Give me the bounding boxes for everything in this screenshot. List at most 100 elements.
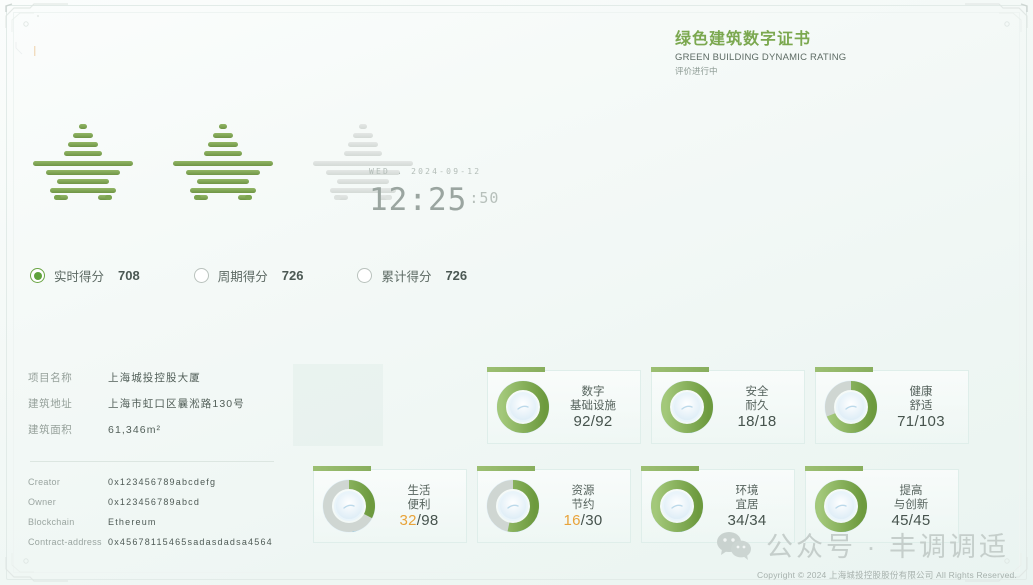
star-leg — [194, 195, 208, 200]
metric-card[interactable]: 生活 便利 32/98 — [313, 466, 467, 543]
project-info-key: 建筑面积 — [28, 424, 73, 436]
progress-donut — [494, 378, 552, 436]
chain-key: Owner — [28, 497, 57, 507]
radio-dot — [33, 271, 42, 280]
metric-score: 71/103 — [880, 413, 962, 430]
metric-score-value: 16 — [563, 512, 581, 529]
star-leg — [50, 188, 72, 193]
progress-donut — [822, 378, 880, 436]
metric-label-line1: 环境 — [735, 485, 759, 497]
card-tab — [641, 466, 699, 471]
metric-score-total: /98 — [416, 512, 439, 529]
radio-dot — [197, 272, 205, 280]
star-bar — [173, 161, 273, 166]
qr-placeholder-panel — [293, 364, 383, 446]
project-info-row: 项目名称 上海城投控股大厦 — [28, 370, 245, 385]
metric-score-value: 34 — [727, 512, 745, 529]
star-rating — [28, 124, 418, 200]
star-bar — [33, 161, 133, 166]
chain-row: Contract-address 0x45678115465sadasdadsa4… — [28, 537, 273, 547]
metric-score-value: 71 — [897, 413, 915, 430]
chain-value: 0x45678115465sadasdadsa4564 — [108, 537, 273, 547]
clock-time-hm: 12:25 — [369, 182, 468, 218]
star-foot-dot — [385, 195, 392, 200]
project-info-value: 上海城投控股大厦 — [108, 372, 201, 384]
star-bar — [68, 142, 98, 147]
score-mode-value: 726 — [445, 268, 468, 283]
metric-label-line1: 安全 — [745, 386, 769, 398]
project-info-row: 建筑面积 61,346m² — [28, 422, 245, 437]
score-mode-option-1[interactable]: 周期得分 726 — [193, 266, 303, 285]
project-info-row: 建筑地址 上海市虹口区曩淞路130号 — [28, 396, 245, 411]
star-foot-dot — [105, 195, 112, 200]
star-foot-dot — [245, 195, 252, 200]
certificate-header: 绿色建筑数字证书 GREEN BUILDING DYNAMIC RATING 评… — [675, 30, 935, 77]
star-bar — [337, 179, 389, 184]
star-leg — [94, 188, 116, 193]
star-foot-dot — [334, 195, 341, 200]
metric-score-total: /92 — [590, 413, 613, 430]
metric-score: 18/18 — [716, 413, 798, 430]
card-tab — [815, 367, 873, 372]
metric-label-line2: 便利 — [407, 499, 431, 511]
star-bar — [208, 142, 238, 147]
metric-score-value: 18 — [737, 413, 755, 430]
clock-date: WED . 2024-09-12 — [369, 167, 482, 176]
metric-score-total: /18 — [754, 413, 777, 430]
metric-label-line1: 提高 — [899, 485, 923, 497]
star-bar — [73, 133, 93, 138]
progress-donut — [484, 477, 542, 535]
score-mode-option-2[interactable]: 累计得分 726 — [357, 266, 467, 285]
metric-score: 16/30 — [542, 512, 624, 529]
metric-card[interactable]: 数字 基础设施 92/92 — [487, 367, 641, 444]
score-mode-option-0[interactable]: 实时得分 708 — [30, 266, 140, 285]
progress-donut — [812, 477, 870, 535]
chain-row: Blockchain Ethereum — [28, 517, 273, 527]
metric-label-line2: 基础设施 — [570, 400, 616, 412]
card-tab — [651, 367, 709, 372]
project-info-key: 项目名称 — [28, 372, 73, 384]
metric-card[interactable]: 安全 耐久 18/18 — [651, 367, 805, 444]
metric-card[interactable]: 环境宜居 34/34 — [641, 466, 795, 543]
metric-label-line1: 数字 — [581, 386, 605, 398]
star-bar — [213, 133, 233, 138]
project-info-key: 建筑地址 — [28, 398, 73, 410]
star-bar — [348, 142, 378, 147]
star-bar — [204, 151, 242, 156]
metric-score-total: /30 — [580, 512, 603, 529]
star-leg — [374, 188, 396, 193]
star-bar — [46, 170, 120, 175]
metric-card[interactable]: 健康 舒适 71/103 — [815, 367, 969, 444]
star-bar — [197, 179, 249, 184]
card-tab — [805, 466, 863, 471]
status-badge: 评价进行中 — [675, 66, 718, 76]
metric-label-line2: 节约 — [571, 499, 595, 511]
metric-score-total: /34 — [744, 512, 767, 529]
star-icon-3 — [308, 124, 418, 200]
metric-score: 32/98 — [378, 512, 460, 529]
star-foot-dot — [54, 195, 61, 200]
radio-button[interactable] — [30, 268, 45, 283]
metric-card[interactable]: 提高 与创新 45/45 — [805, 466, 959, 543]
chain-value: 0x123456789abcd — [108, 497, 201, 507]
star-bar — [337, 188, 389, 193]
radio-button[interactable] — [357, 268, 373, 283]
radio-button[interactable] — [193, 268, 209, 283]
metric-text: 环境宜居 34/34 — [706, 484, 794, 528]
progress-donut — [648, 477, 706, 535]
score-mode-selector[interactable]: 实时得分 708 周期得分 726 累计得分 726 — [30, 266, 467, 285]
metric-score-value: 45 — [891, 512, 909, 529]
metric-label-line2: 宜居 — [735, 499, 759, 511]
star-leg — [330, 188, 352, 193]
metric-card[interactable]: 资源 节约 16/30 — [477, 466, 631, 543]
chain-key: Creator — [28, 477, 61, 487]
score-mode-label: 实时得分 — [54, 270, 105, 284]
star-icon-1 — [28, 124, 138, 200]
metric-label-line2: 舒适 — [909, 400, 933, 412]
chain-value: Ethereum — [108, 517, 157, 527]
star-bar — [344, 151, 382, 156]
progress-donut — [320, 477, 378, 535]
chain-value: 0x123456789abcdefg — [108, 477, 217, 487]
corner-ornament-top-right — [963, 2, 1029, 64]
